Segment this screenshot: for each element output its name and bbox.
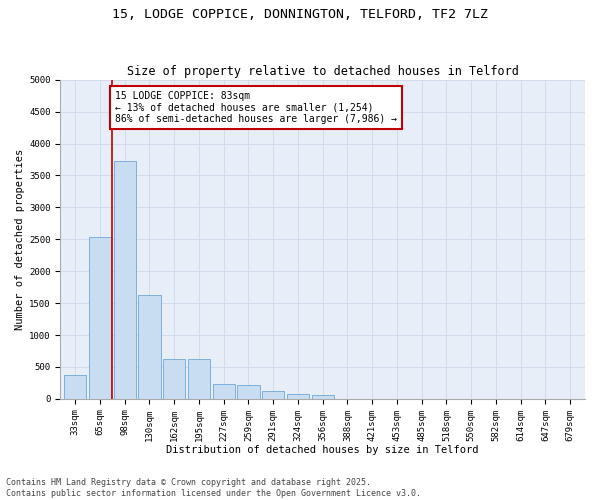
Bar — [163, 360, 185, 399]
Bar — [212, 384, 235, 399]
Bar — [188, 360, 210, 399]
Text: 15 LODGE COPPICE: 83sqm
← 13% of detached houses are smaller (1,254)
86% of semi: 15 LODGE COPPICE: 83sqm ← 13% of detache… — [115, 91, 397, 124]
Bar — [89, 236, 111, 399]
Bar — [113, 162, 136, 399]
Text: Contains HM Land Registry data © Crown copyright and database right 2025.
Contai: Contains HM Land Registry data © Crown c… — [6, 478, 421, 498]
Bar — [262, 391, 284, 399]
Bar — [311, 396, 334, 399]
Bar — [139, 296, 161, 399]
Bar — [238, 385, 260, 399]
X-axis label: Distribution of detached houses by size in Telford: Distribution of detached houses by size … — [166, 445, 479, 455]
Text: 15, LODGE COPPICE, DONNINGTON, TELFORD, TF2 7LZ: 15, LODGE COPPICE, DONNINGTON, TELFORD, … — [112, 8, 488, 20]
Title: Size of property relative to detached houses in Telford: Size of property relative to detached ho… — [127, 66, 518, 78]
Y-axis label: Number of detached properties: Number of detached properties — [15, 148, 25, 330]
Bar — [287, 394, 309, 399]
Bar — [64, 375, 86, 399]
